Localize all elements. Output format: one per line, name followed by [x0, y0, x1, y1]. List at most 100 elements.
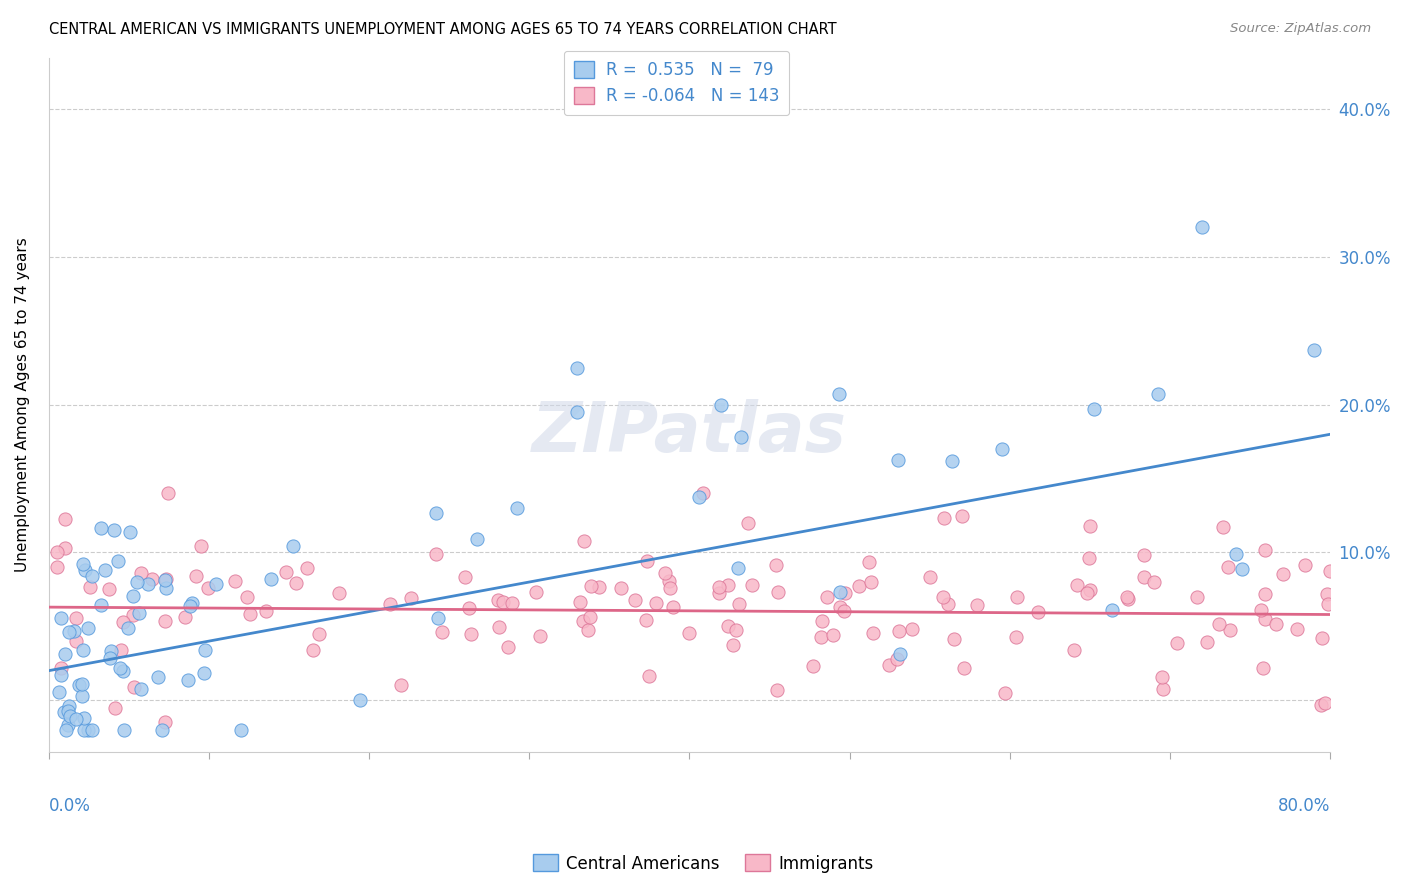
Point	[59, 708, 82, 723]
Point	[51, 610, 73, 624]
Point	[1319, 564, 1341, 578]
Point	[1313, 696, 1336, 710]
Point	[492, 594, 515, 608]
Point	[859, 575, 882, 590]
Point	[190, 539, 212, 553]
Point	[1026, 606, 1049, 620]
Point	[112, 664, 135, 678]
Point	[950, 508, 973, 523]
Point	[153, 573, 176, 587]
Point	[994, 686, 1017, 700]
Point	[1152, 681, 1174, 696]
Point	[766, 683, 789, 698]
Point	[295, 561, 318, 575]
Point	[117, 621, 139, 635]
Point	[588, 580, 610, 594]
Point	[569, 594, 592, 608]
Point	[53, 705, 76, 719]
Point	[721, 639, 744, 653]
Point	[193, 665, 215, 680]
Point	[93, 563, 115, 577]
Point	[1286, 623, 1309, 637]
Point	[1078, 582, 1101, 597]
Point	[72, 676, 94, 690]
Point	[887, 453, 910, 467]
Point	[901, 622, 924, 636]
Point	[155, 572, 177, 586]
Point	[830, 585, 852, 599]
Point	[65, 634, 87, 648]
Point	[90, 598, 112, 612]
Point	[76, 723, 98, 737]
Point	[707, 580, 730, 594]
Point	[70, 689, 93, 703]
Point	[936, 597, 959, 611]
Point	[1005, 591, 1028, 605]
Point	[127, 574, 149, 589]
Point	[62, 624, 84, 638]
Point	[579, 579, 602, 593]
Point	[741, 577, 763, 591]
Point	[122, 589, 145, 603]
Point	[1208, 617, 1230, 632]
Point	[862, 625, 884, 640]
Point	[430, 625, 453, 640]
Point	[58, 698, 80, 713]
Point	[111, 615, 134, 629]
Point	[638, 669, 661, 683]
Point	[72, 710, 94, 724]
Point	[636, 554, 658, 568]
Point	[67, 678, 90, 692]
Point	[578, 624, 600, 638]
Point	[662, 600, 685, 615]
Point	[654, 566, 676, 580]
Point	[308, 627, 330, 641]
Point	[148, 670, 170, 684]
Point	[1191, 220, 1213, 235]
Point	[1219, 623, 1241, 637]
Point	[80, 723, 103, 737]
Point	[186, 569, 208, 583]
Point	[194, 643, 217, 657]
Point	[128, 606, 150, 620]
Point	[110, 643, 132, 657]
Point	[454, 570, 477, 584]
Point	[389, 678, 412, 692]
Point	[943, 632, 966, 646]
Point	[136, 577, 159, 591]
Point	[425, 506, 447, 520]
Point	[72, 642, 94, 657]
Point	[224, 574, 246, 589]
Point	[952, 660, 974, 674]
Point	[231, 723, 253, 737]
Point	[707, 586, 730, 600]
Point	[1077, 551, 1099, 566]
Point	[1230, 562, 1253, 576]
Point	[1225, 547, 1247, 561]
Point	[1253, 587, 1275, 601]
Point	[349, 693, 371, 707]
Point	[710, 398, 733, 412]
Point	[53, 512, 76, 526]
Point	[180, 596, 202, 610]
Point	[488, 593, 510, 607]
Point	[496, 640, 519, 654]
Point	[107, 554, 129, 568]
Point	[858, 555, 880, 569]
Legend: R =  0.535   N =  79, R = -0.064   N = 143: R = 0.535 N = 79, R = -0.064 N = 143	[564, 51, 789, 115]
Point	[79, 580, 101, 594]
Point	[1063, 642, 1085, 657]
Point	[811, 615, 834, 629]
Point	[153, 614, 176, 628]
Point	[1251, 661, 1274, 675]
Point	[1133, 570, 1156, 584]
Point	[98, 582, 121, 596]
Point	[765, 558, 787, 573]
Point	[830, 599, 852, 614]
Point	[725, 623, 748, 637]
Point	[728, 597, 751, 611]
Point	[179, 599, 201, 614]
Point	[1133, 548, 1156, 562]
Point	[118, 525, 141, 540]
Point	[48, 684, 70, 698]
